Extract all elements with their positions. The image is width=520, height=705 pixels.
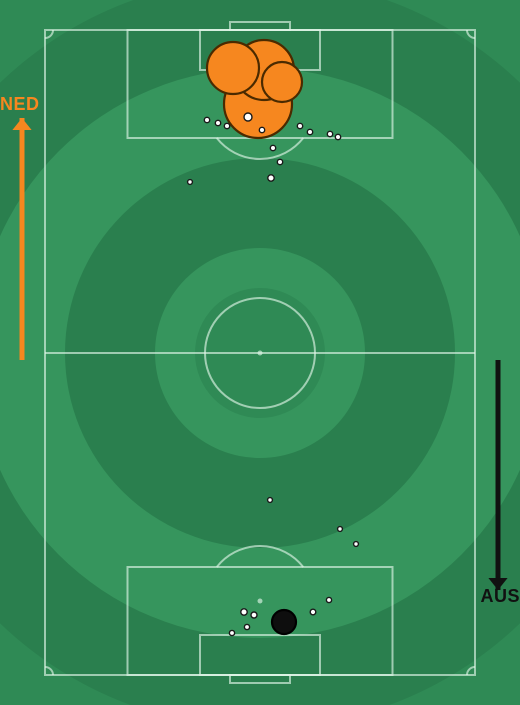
shot-marker — [272, 610, 296, 634]
shot-marker — [259, 127, 264, 132]
shot-marker — [270, 145, 275, 150]
pitch-svg — [0, 0, 520, 705]
shot-marker — [277, 159, 282, 164]
shot-marker — [268, 498, 273, 503]
shot-marker — [188, 180, 193, 185]
shot-marker — [207, 42, 259, 94]
shot-marker — [327, 131, 332, 136]
shot-marker — [224, 123, 229, 128]
shot-marker — [251, 612, 257, 618]
shot-marker — [307, 129, 312, 134]
shot-marker — [297, 123, 302, 128]
shot-marker — [326, 597, 331, 602]
shot-marker — [338, 527, 343, 532]
shot-marker — [354, 542, 359, 547]
shot-marker — [335, 134, 340, 139]
shot-marker — [241, 609, 247, 615]
shot-marker — [244, 624, 249, 629]
shot-marker — [310, 609, 316, 615]
shot-marker — [268, 175, 274, 181]
team-bottom-label: AUS — [480, 586, 520, 607]
shot-map: NED AUS — [0, 0, 520, 705]
shot-marker — [215, 120, 220, 125]
shot-marker — [244, 113, 252, 121]
team-top-label: NED — [0, 94, 40, 115]
shot-marker — [262, 62, 302, 102]
shot-marker — [204, 117, 209, 122]
shot-marker — [229, 630, 234, 635]
